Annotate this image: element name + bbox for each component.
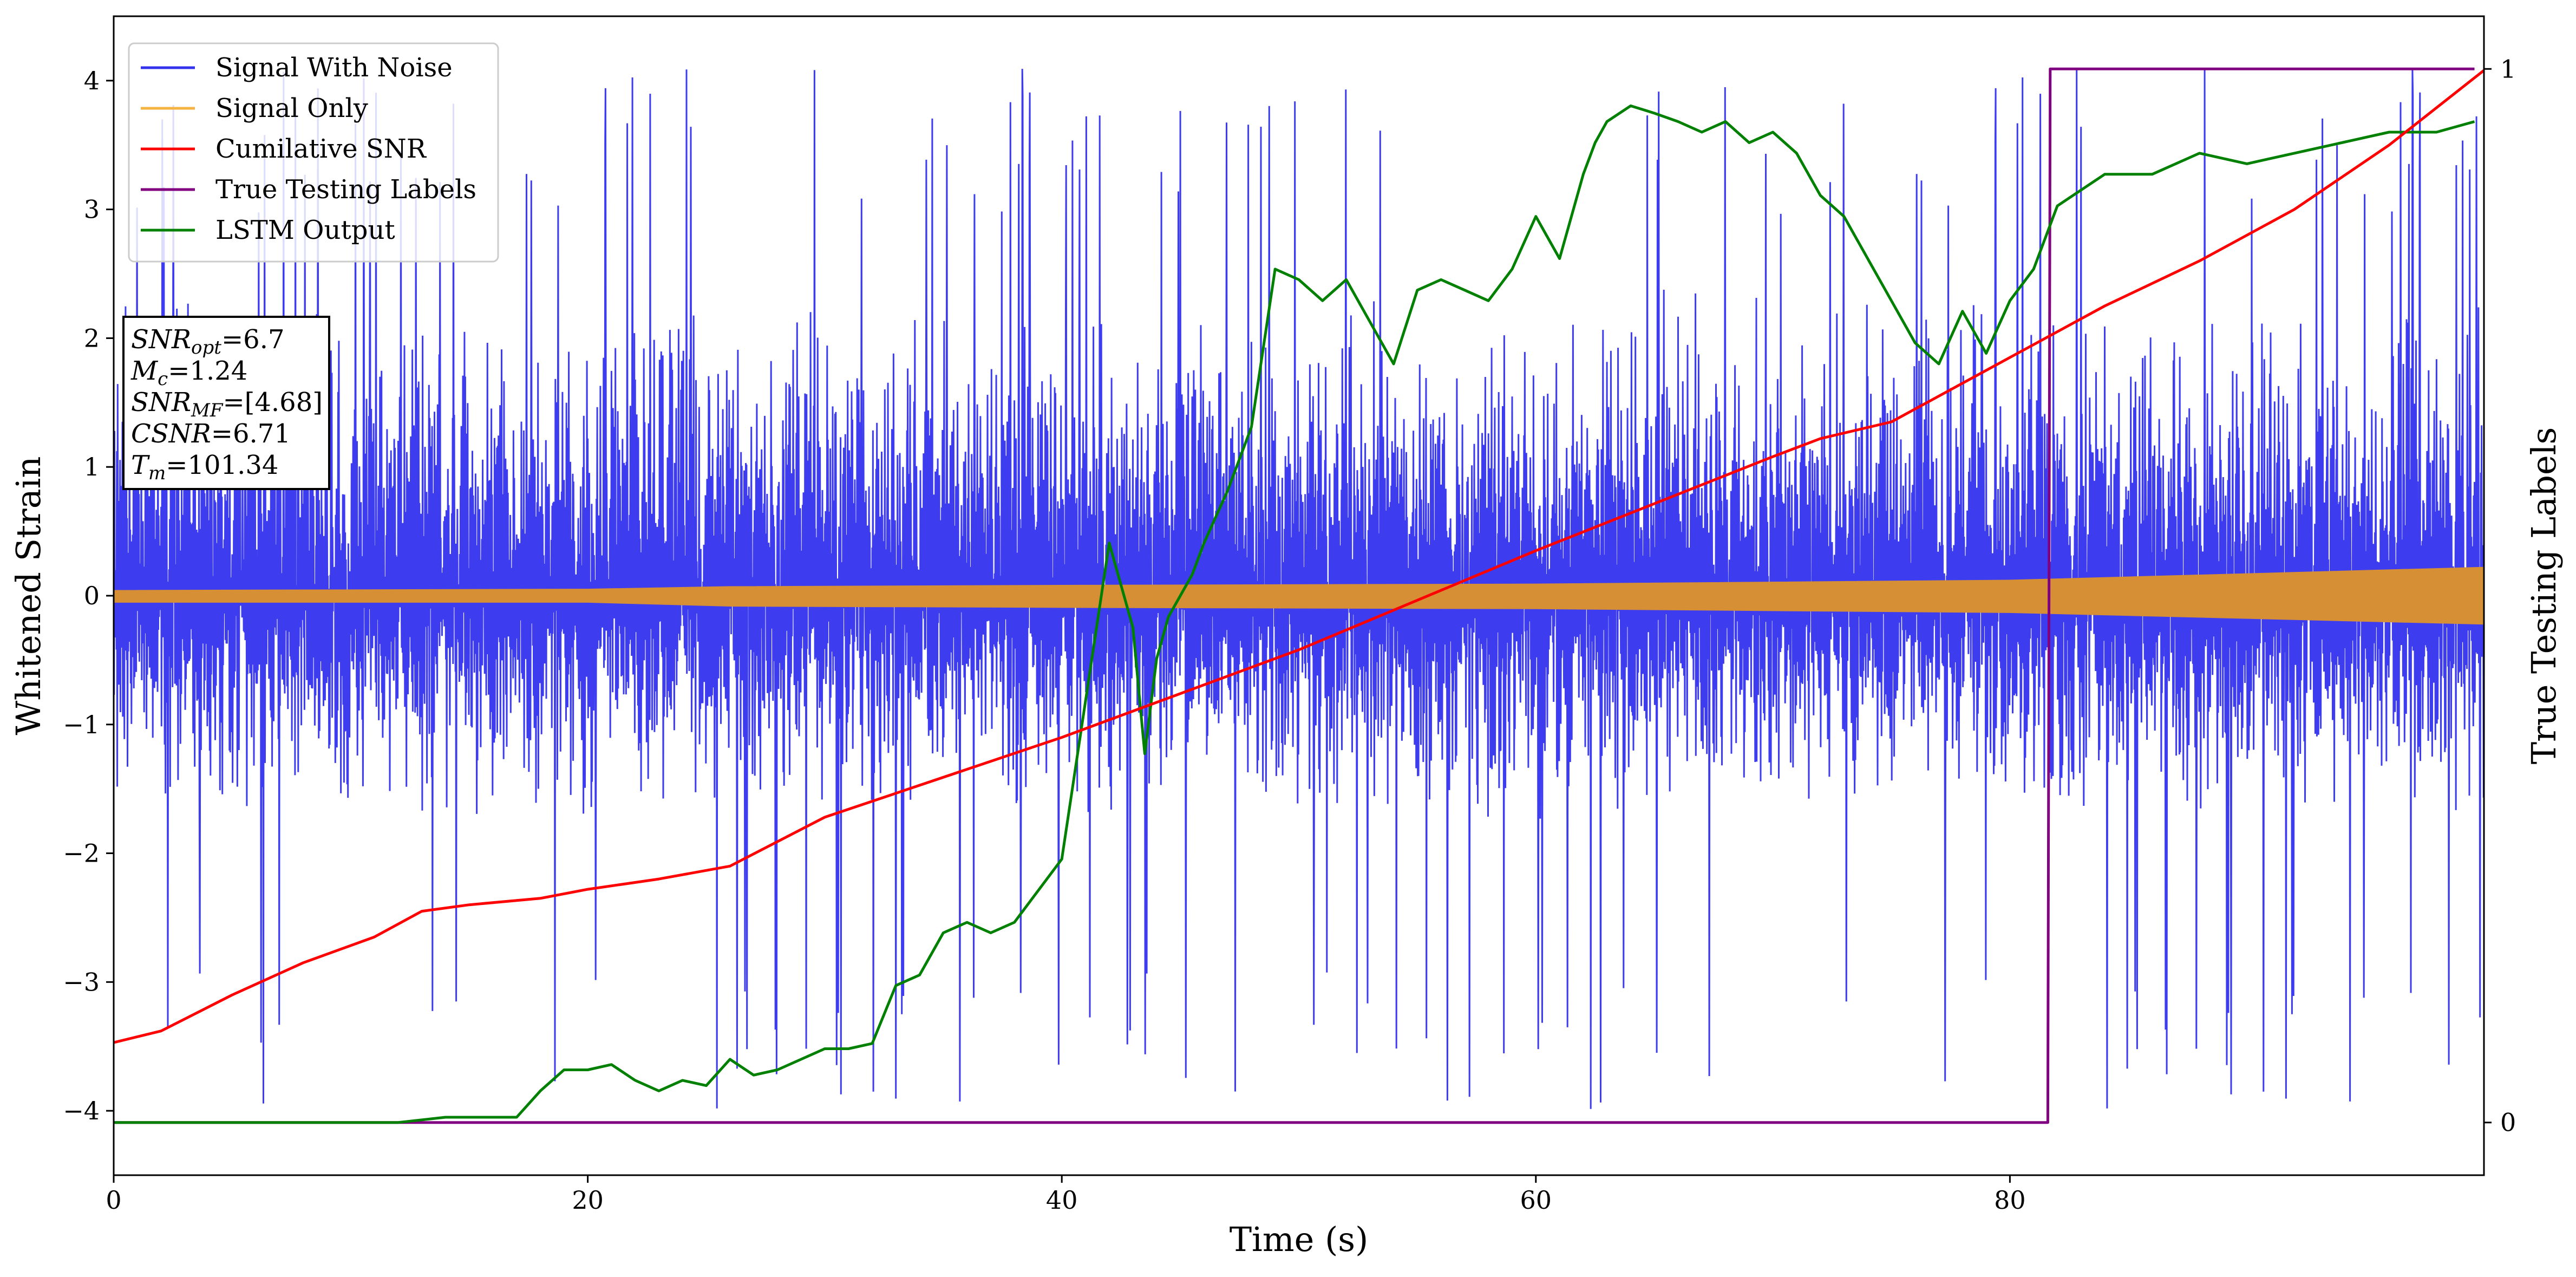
annotation-box: SNRopt=6.7Mc=1.24SNRMF=[4.68]CSNR=6.71Tm… (122, 316, 330, 490)
series-cumilative-snr (114, 69, 2484, 1044)
annotation-line: Mc=1.24 (130, 356, 247, 390)
x-tick-label: 80 (1994, 1185, 2026, 1215)
y-tick-label: 0 (84, 581, 100, 610)
x-tick-label: 0 (106, 1185, 121, 1215)
legend-label: LSTM Output (215, 215, 395, 245)
y-axis-label: Whitened Strain (9, 457, 48, 735)
annotation-line: CSNR=6.71 (131, 419, 291, 449)
legend-label: Cumilative SNR (215, 134, 427, 164)
annotation-line: SNRopt=6.7 (131, 324, 285, 359)
series-lstm-output (114, 104, 2475, 1124)
y2-tick-label: 0 (2500, 1108, 2516, 1137)
y-tick-label: −4 (63, 1096, 100, 1125)
x-tick-label: 20 (572, 1185, 604, 1215)
legend-label: Signal With Noise (215, 53, 453, 83)
annotation-line: Tm=101.34 (131, 450, 278, 484)
x-tick-label: 40 (1046, 1185, 1078, 1215)
legend-label: Signal Only (215, 93, 368, 123)
annotation-line: SNRMF=[4.68] (131, 387, 323, 421)
x-tick-label: 60 (1520, 1185, 1552, 1215)
y-tick-label: −1 (63, 710, 100, 739)
series-signal-only (114, 566, 2484, 625)
y-tick-label: −2 (63, 839, 100, 868)
y2-tick-label: 1 (2500, 54, 2516, 83)
legend: Signal With Noise Signal Only Cumilative S… (128, 42, 499, 263)
plot-area (114, 67, 2484, 1124)
annotation-frame (122, 316, 330, 490)
y-tick-label: −3 (63, 967, 100, 996)
y2-axis-label: True Testing Labels (2524, 427, 2564, 765)
series-true-testing-labels (114, 67, 2475, 1124)
x-axis-label: Time (s) (1230, 1220, 1369, 1259)
y-tick-label: 4 (84, 66, 100, 95)
legend-label: True Testing Labels (215, 174, 476, 205)
legend-frame (128, 42, 499, 263)
y-tick-label: 2 (84, 323, 100, 353)
y-tick-label: 1 (84, 452, 100, 481)
y-tick-label: 3 (84, 195, 100, 224)
